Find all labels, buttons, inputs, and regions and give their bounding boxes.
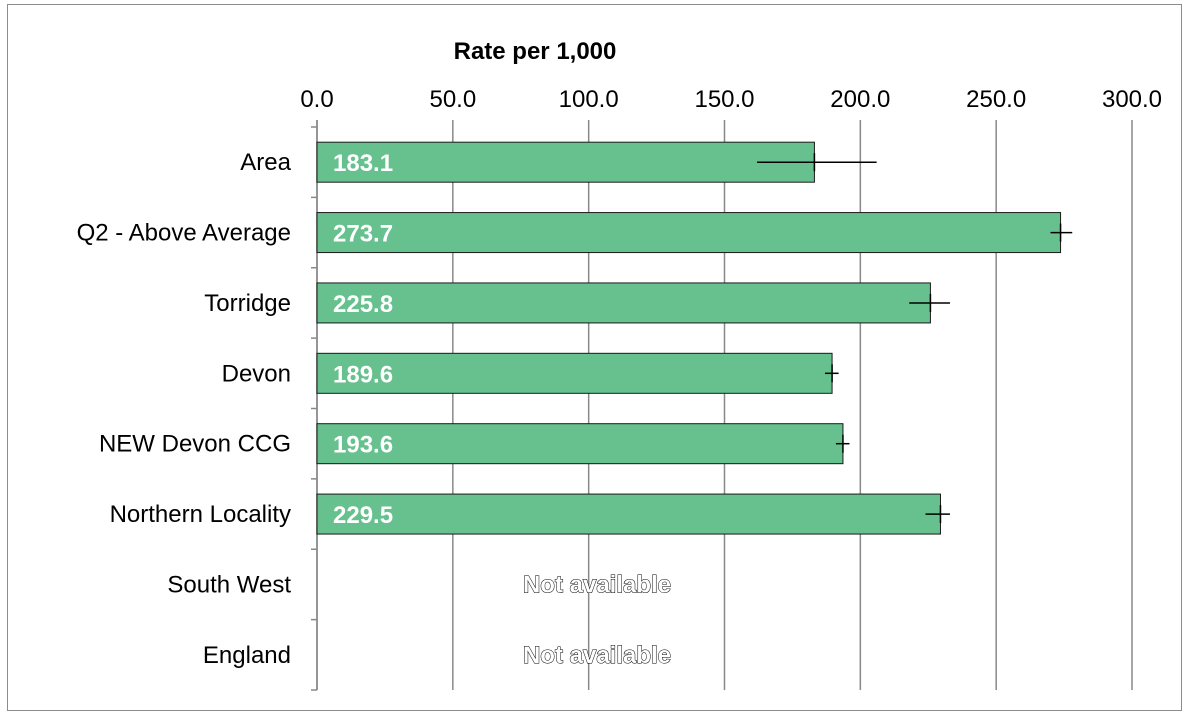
bar bbox=[316, 141, 815, 183]
bar bbox=[316, 282, 931, 324]
bar bbox=[316, 423, 844, 465]
category-label: England bbox=[203, 642, 291, 669]
tick-label: 0.0 bbox=[300, 86, 333, 113]
tick-label: 300.0 bbox=[1102, 86, 1162, 113]
tick-label: 150.0 bbox=[694, 86, 754, 113]
data-label: 273.7 bbox=[333, 221, 393, 248]
axis-ticks: 0.0 50.0 100.0 150.0 200.0 250.0 300.0 Area Q2 -… bbox=[77, 86, 1162, 669]
bar bbox=[316, 352, 833, 394]
data-label: 229.5 bbox=[333, 502, 393, 529]
data-label: 189.6 bbox=[333, 361, 393, 388]
category-label: Northern Locality bbox=[110, 501, 291, 528]
tick-label: 200.0 bbox=[830, 86, 890, 113]
not-available-label: Not available bbox=[523, 571, 671, 598]
bar bbox=[316, 212, 1062, 254]
tick-label: 250.0 bbox=[966, 86, 1026, 113]
tick-label: 50.0 bbox=[429, 86, 476, 113]
category-label: South West bbox=[167, 571, 291, 598]
bars: 183.1 273.7 225.8 189.6 193.6 229.5 Not availa… bbox=[316, 141, 1073, 669]
tick-label: 100.0 bbox=[559, 86, 619, 113]
category-label: Area bbox=[240, 149, 291, 176]
data-label: 193.6 bbox=[333, 432, 393, 459]
category-label: NEW Devon CCG bbox=[99, 431, 291, 458]
data-label: 225.8 bbox=[333, 291, 393, 318]
category-label: Torridge bbox=[204, 290, 291, 317]
gridlines bbox=[311, 120, 1133, 691]
chart-title: Rate per 1,000 bbox=[454, 38, 617, 65]
bar bbox=[316, 493, 941, 535]
category-label: Devon bbox=[222, 360, 291, 387]
category-label: Q2 - Above Average bbox=[77, 220, 291, 247]
not-available-label: Not available bbox=[523, 642, 671, 669]
data-label: 183.1 bbox=[333, 150, 393, 177]
